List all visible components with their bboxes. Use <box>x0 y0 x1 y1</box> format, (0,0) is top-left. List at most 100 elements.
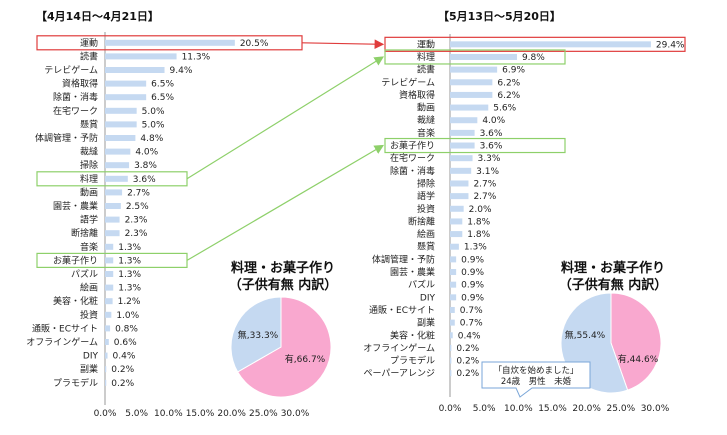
bar <box>450 66 498 73</box>
category-label: テレビゲーム <box>44 64 98 76</box>
bar <box>450 370 452 377</box>
x-tick-label: 5.0% <box>473 404 496 414</box>
category-label: 除菌・消毒 <box>390 165 435 177</box>
value-label: 3.6% <box>133 175 156 185</box>
category-label: プラモデル <box>390 355 435 367</box>
category-label: 断捨離 <box>408 215 435 227</box>
category-label: お菓子作り <box>390 140 435 152</box>
value-label: 0.4% <box>113 352 136 362</box>
category-label: オフラインゲーム <box>26 336 98 348</box>
bar <box>450 294 457 301</box>
highlight-box-top <box>384 36 686 52</box>
category-label: 裁縫 <box>417 114 435 126</box>
category-label: オフラインゲーム <box>363 342 435 354</box>
bar <box>105 80 147 87</box>
category-label: 運動 <box>80 38 98 49</box>
category-label: ペーパーアレンジ <box>363 368 435 379</box>
bar <box>105 271 114 277</box>
bar <box>105 189 123 196</box>
bar <box>105 67 165 73</box>
x-tick-label: 20.0% <box>572 404 601 414</box>
highlight-box <box>384 49 566 65</box>
category-label: 副業 <box>80 363 98 375</box>
value-label: 0.9% <box>461 268 484 278</box>
pie-subtitle: （子供有無 内訳） <box>559 277 668 293</box>
bar <box>450 332 453 339</box>
bar <box>450 218 463 225</box>
bar <box>450 180 469 187</box>
bar <box>105 366 107 373</box>
category-label: 副業 <box>417 317 435 329</box>
category-label: 語学 <box>417 190 435 202</box>
bar <box>105 135 136 141</box>
bar <box>450 306 455 313</box>
bar <box>450 117 478 124</box>
right-pie-chart: 料理・お菓子作り（子供有無 内訳） 有,44.6% 無,55.4% 「自炊を始めました… <box>481 260 668 398</box>
value-label: 9.8% <box>522 53 545 63</box>
bar <box>450 319 455 326</box>
x-tick-label: 0.0% <box>94 409 117 419</box>
comparison-arrows <box>186 39 385 261</box>
bar <box>450 344 452 351</box>
left-pie-chart: 料理・お菓子作り（子供有無 内訳） 有,66.7% 無,33.3% <box>229 260 337 398</box>
value-label: 1.2% <box>118 297 141 307</box>
arrow-sweets <box>186 144 385 261</box>
bar <box>105 352 108 359</box>
value-label: 0.6% <box>114 338 137 348</box>
bar <box>105 39 235 46</box>
pie-slice-label: 有,44.6% <box>618 353 659 365</box>
bar <box>450 155 473 162</box>
value-label: 6.9% <box>502 66 525 76</box>
value-label: 1.0% <box>116 311 139 321</box>
value-label: 0.2% <box>111 365 134 375</box>
arrow-cooking <box>186 56 385 180</box>
pie-slice-label: 有,66.7% <box>285 353 326 365</box>
value-label: 0.7% <box>460 319 483 329</box>
bar <box>105 175 128 182</box>
bar <box>105 53 177 60</box>
category-label: 運動 <box>417 39 435 50</box>
value-label: 6.2% <box>497 91 520 101</box>
category-label: 美容・化粧 <box>53 295 98 307</box>
value-label: 0.9% <box>461 255 484 265</box>
value-label: 4.8% <box>140 134 163 144</box>
right-bar-chart: 運動 29.4% 料理 9.8% 読書 6.9% テレビゲーム 6.2% 資格取得 6.2% 動画 5… <box>363 34 686 414</box>
callout-quote: 「自炊を始めました」 <box>493 365 578 376</box>
value-label: 6.5% <box>151 80 174 90</box>
category-label: DIY <box>420 293 436 303</box>
category-label: パズル <box>71 268 98 280</box>
category-label: 体調管理・予防 <box>372 253 435 265</box>
bar <box>105 216 120 223</box>
arrow-top-activity <box>301 39 385 49</box>
value-label: 0.2% <box>456 357 479 367</box>
value-label: 20.5% <box>240 39 269 49</box>
value-label: 2.7% <box>473 179 496 189</box>
bar <box>105 284 114 291</box>
category-label: 料理 <box>80 173 98 185</box>
value-label: 4.0% <box>482 116 505 126</box>
bar <box>450 231 463 238</box>
x-tick-label: 25.0% <box>249 409 278 419</box>
pie-slice <box>236 296 332 398</box>
category-label: 在宅ワーク <box>390 152 435 164</box>
value-label: 2.5% <box>126 202 149 212</box>
bar <box>450 357 452 364</box>
category-label: 裁縫 <box>80 146 98 158</box>
pie-slice-label: 無,33.3% <box>238 329 279 341</box>
category-label: 絵画 <box>417 228 435 240</box>
x-tick-label: 25.0% <box>607 404 636 414</box>
value-label: 0.9% <box>461 293 484 303</box>
value-label: 5.0% <box>142 120 165 130</box>
category-label: 音楽 <box>417 127 435 139</box>
value-label: 0.8% <box>115 324 138 334</box>
category-label: プラモデル <box>53 377 98 389</box>
value-label: 5.6% <box>493 104 516 114</box>
bar <box>450 205 464 212</box>
x-tick-label: 15.0% <box>538 404 567 414</box>
category-label: テレビゲーム <box>381 76 435 88</box>
value-label: 0.2% <box>111 379 134 389</box>
category-label: パズル <box>408 279 435 291</box>
category-label: 断捨離 <box>71 227 98 239</box>
bar <box>450 269 457 276</box>
category-label: 園芸・農業 <box>53 200 98 212</box>
